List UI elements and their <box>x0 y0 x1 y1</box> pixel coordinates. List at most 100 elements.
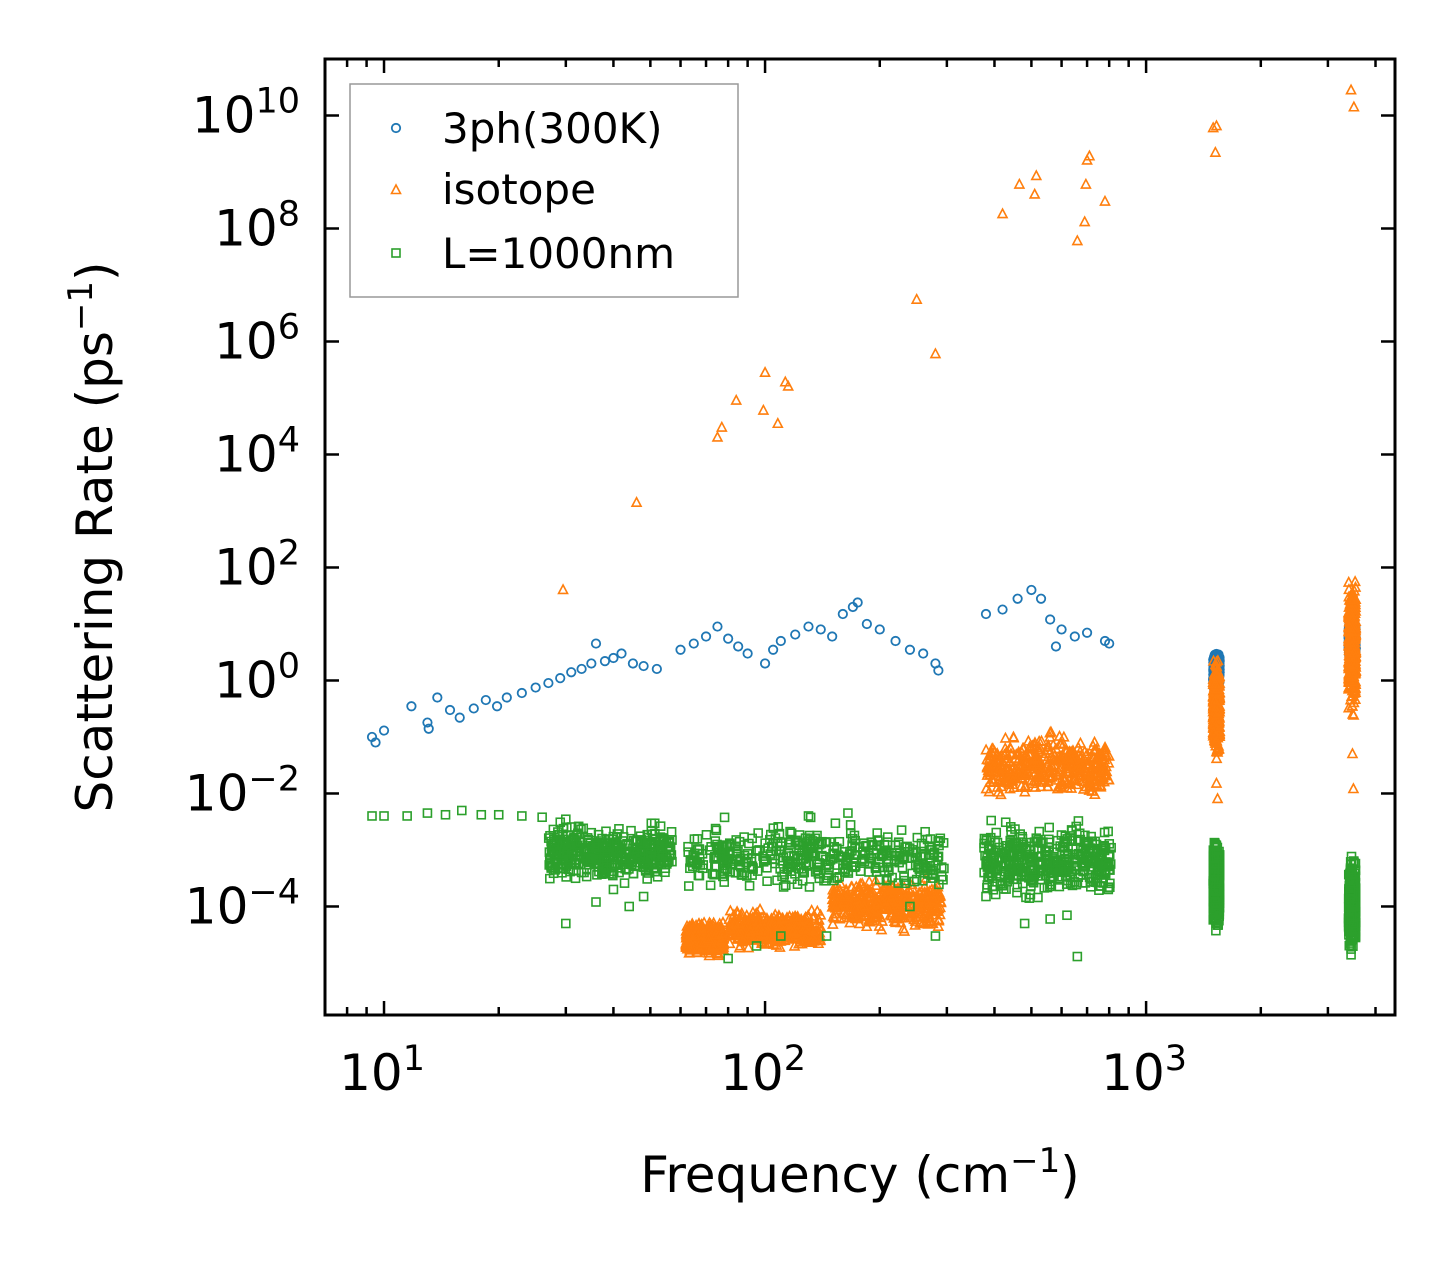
data-point <box>724 922 737 934</box>
data-point <box>1038 775 1050 787</box>
data-point <box>760 838 770 848</box>
data-point <box>1343 656 1356 668</box>
data-point <box>1078 860 1088 870</box>
data-point <box>987 881 998 891</box>
data-point <box>863 875 876 887</box>
data-point <box>875 923 888 935</box>
data-point <box>1060 759 1073 771</box>
data-point <box>834 836 845 847</box>
data-point <box>1044 726 1056 738</box>
data-point <box>751 846 762 856</box>
data-point <box>992 837 1003 848</box>
data-point <box>932 914 945 926</box>
data-point <box>1062 751 1075 763</box>
data-point <box>549 840 560 851</box>
data-point <box>777 871 787 882</box>
data-point <box>1045 770 1057 782</box>
data-point <box>857 880 870 892</box>
data-point <box>844 916 856 928</box>
data-point <box>1099 194 1111 206</box>
data-point <box>545 873 555 884</box>
data-point <box>1209 145 1222 157</box>
data-point <box>1044 822 1054 833</box>
data-point <box>564 854 574 865</box>
data-point <box>1014 864 1025 874</box>
data-point <box>1044 765 1057 777</box>
data-point <box>1346 707 1359 719</box>
data-point <box>768 823 779 833</box>
data-point <box>979 867 989 878</box>
data-point <box>1078 215 1091 227</box>
data-point <box>690 945 703 957</box>
data-point <box>1098 743 1110 755</box>
data-point <box>1000 745 1013 757</box>
data-point <box>1004 742 1017 754</box>
data-point <box>423 723 434 734</box>
data-point <box>1050 773 1062 785</box>
data-point <box>432 692 443 703</box>
data-point <box>984 868 995 879</box>
data-point <box>742 849 753 859</box>
data-point <box>984 775 996 787</box>
data-point <box>703 949 716 961</box>
data-point <box>675 644 686 655</box>
data-point <box>667 835 677 845</box>
data-point <box>1035 593 1047 604</box>
data-point <box>714 843 725 854</box>
data-point <box>642 874 652 884</box>
data-point <box>936 862 947 872</box>
data-point <box>925 889 938 901</box>
data-point <box>1052 780 1065 792</box>
data-point <box>890 635 901 647</box>
data-point <box>761 924 774 936</box>
data-point <box>544 847 555 857</box>
data-point <box>991 747 1004 759</box>
data-point <box>730 393 743 405</box>
data-point <box>837 608 848 620</box>
data-point <box>789 910 801 922</box>
data-point <box>774 828 785 839</box>
data-point <box>626 825 636 836</box>
data-point <box>731 841 741 852</box>
data-point <box>757 403 770 415</box>
data-point <box>800 923 812 935</box>
data-point <box>746 862 757 873</box>
data-point <box>785 917 798 929</box>
data-point <box>790 629 801 640</box>
data-point <box>804 830 815 841</box>
data-point <box>695 930 708 942</box>
data-point <box>923 884 936 896</box>
data-point <box>1063 848 1073 859</box>
data-point <box>706 939 719 951</box>
data-point <box>916 850 927 860</box>
data-point <box>1075 750 1087 762</box>
data-point <box>744 924 757 936</box>
data-point <box>702 932 715 944</box>
data-point <box>754 902 766 914</box>
data-point <box>1045 614 1056 625</box>
plot-marks <box>366 83 1362 964</box>
data-point <box>1013 854 1024 865</box>
data-point <box>902 841 912 852</box>
data-point <box>911 874 922 885</box>
data-point <box>685 857 696 867</box>
data-point <box>872 896 885 908</box>
data-point <box>686 919 698 931</box>
data-point <box>1210 752 1223 764</box>
data-point <box>780 880 791 891</box>
data-point <box>1050 857 1060 868</box>
data-point <box>812 937 825 949</box>
data-point <box>1018 785 1031 797</box>
data-point <box>632 835 643 846</box>
data-point <box>654 848 665 858</box>
data-point <box>1005 867 1015 877</box>
data-point <box>1211 706 1224 718</box>
data-point <box>406 701 417 712</box>
data-point <box>1072 741 1085 753</box>
data-point <box>689 834 700 844</box>
data-point <box>1019 779 1032 791</box>
data-point <box>859 856 870 867</box>
data-point <box>991 827 1002 838</box>
data-point <box>1001 843 1012 854</box>
data-point <box>995 788 1007 800</box>
